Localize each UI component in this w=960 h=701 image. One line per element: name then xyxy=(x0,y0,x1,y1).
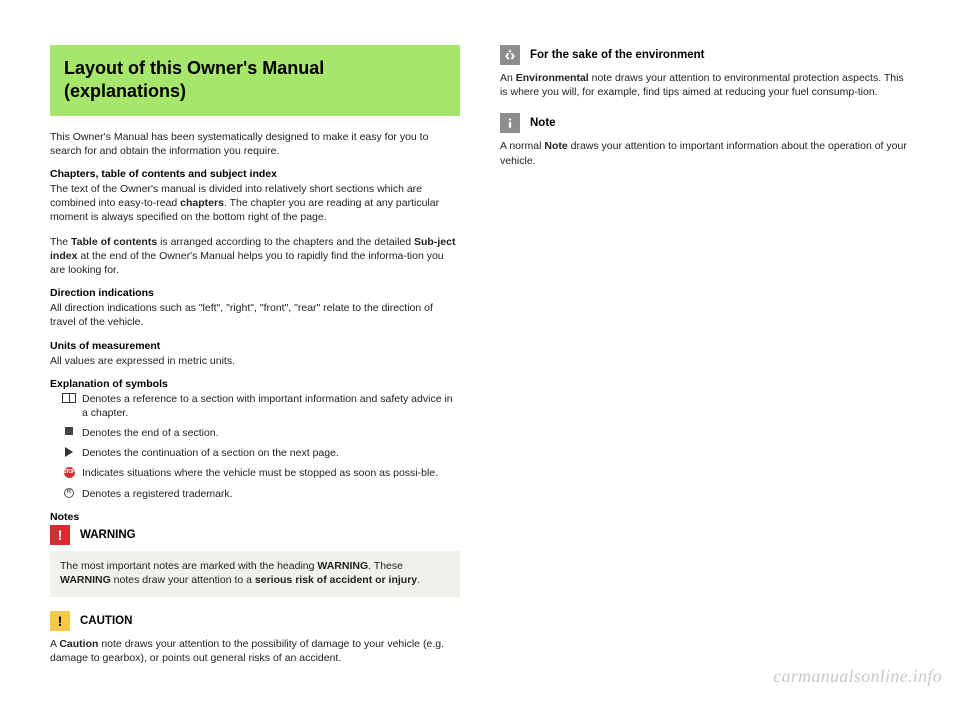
environment-title: For the sake of the environment xyxy=(530,49,704,61)
info-icon xyxy=(500,113,520,133)
chapters-heading: Chapters, table of contents and subject … xyxy=(50,168,460,180)
environment-header: For the sake of the environment xyxy=(500,45,910,65)
environment-para: An Environmental note draws your attenti… xyxy=(500,71,910,99)
caution-para: A Caution note draws your attention to t… xyxy=(50,637,460,665)
environment-block: For the sake of the environment An Envir… xyxy=(500,45,910,99)
symbol-row: STOP Indicates situations where the vehi… xyxy=(56,466,460,480)
text-bold: WARNING xyxy=(317,560,368,572)
text: . These xyxy=(368,560,403,572)
text: . xyxy=(417,574,420,586)
text: An xyxy=(500,72,516,84)
text-bold: WARNING xyxy=(60,574,111,586)
direction-heading: Direction indications xyxy=(50,287,460,299)
units-heading: Units of measurement xyxy=(50,340,460,352)
book-icon xyxy=(56,392,82,420)
note-para: A normal Note draws your attention to im… xyxy=(500,139,910,167)
symbol-text: Indicates situations where the vehicle m… xyxy=(82,466,460,480)
chapters-para-1: The text of the Owner's manual is divide… xyxy=(50,182,460,225)
warning-title: WARNING xyxy=(80,529,136,541)
caution-block: ! CAUTION A Caution note draws your atte… xyxy=(50,611,460,665)
direction-para: All direction indications such as "left"… xyxy=(50,301,460,329)
text: at the end of the Owner's Manual helps y… xyxy=(50,250,444,276)
caution-header: ! CAUTION xyxy=(50,611,460,631)
page-title: Layout of this Owner's Manual (explanati… xyxy=(64,57,446,104)
notes-heading: Notes xyxy=(50,511,460,523)
recycle-icon xyxy=(500,45,520,65)
symbol-row: Denotes a reference to a section with im… xyxy=(56,392,460,420)
warning-header: ! WARNING xyxy=(50,525,460,545)
title-box: Layout of this Owner's Manual (explanati… xyxy=(50,45,460,116)
note-block: Note A normal Note draws your attention … xyxy=(500,113,910,167)
symbol-text: Denotes a registered trademark. xyxy=(82,487,460,501)
units-para: All values are expressed in metric units… xyxy=(50,354,460,368)
page: Layout of this Owner's Manual (explanati… xyxy=(0,0,960,679)
text: A xyxy=(50,638,59,650)
text: The xyxy=(50,236,71,248)
text-bold: chapters xyxy=(180,197,224,209)
intro-para: This Owner's Manual has been systematica… xyxy=(50,130,460,158)
symbol-text: Denotes a reference to a section with im… xyxy=(82,392,460,420)
note-title: Note xyxy=(530,117,556,129)
square-icon xyxy=(56,426,82,440)
registered-icon: R xyxy=(56,487,82,501)
text: is arranged according to the chapters an… xyxy=(157,236,414,248)
chapters-para-2: The Table of contents is arranged accord… xyxy=(50,235,460,278)
symbol-row: Denotes the end of a section. xyxy=(56,426,460,440)
note-header: Note xyxy=(500,113,910,133)
triangle-icon xyxy=(56,446,82,460)
caution-icon: ! xyxy=(50,611,70,631)
symbol-row: R Denotes a registered trademark. xyxy=(56,487,460,501)
watermark: carmanualsonline.info xyxy=(773,666,942,687)
warning-box: The most important notes are marked with… xyxy=(50,551,460,597)
caution-title: CAUTION xyxy=(80,615,132,627)
text-bold: Table of contents xyxy=(71,236,157,248)
text-bold: Note xyxy=(544,140,567,152)
text: The most important notes are marked with… xyxy=(60,560,317,572)
right-column: For the sake of the environment An Envir… xyxy=(500,45,910,679)
symbol-text: Denotes the end of a section. xyxy=(82,426,460,440)
text-bold: serious risk of accident or injury xyxy=(255,574,417,586)
stop-icon: STOP xyxy=(56,466,82,480)
text: notes draw your attention to a xyxy=(111,574,255,586)
text: A normal xyxy=(500,140,544,152)
text: note draws your attention to the possibi… xyxy=(50,638,444,664)
text-bold: Caution xyxy=(59,638,98,650)
warning-icon: ! xyxy=(50,525,70,545)
left-column: Layout of this Owner's Manual (explanati… xyxy=(50,45,460,679)
symbols-list: Denotes a reference to a section with im… xyxy=(56,392,460,501)
symbol-row: Denotes the continuation of a section on… xyxy=(56,446,460,460)
symbols-heading: Explanation of symbols xyxy=(50,378,460,390)
symbol-text: Denotes the continuation of a section on… xyxy=(82,446,460,460)
text-bold: Environmental xyxy=(516,72,589,84)
